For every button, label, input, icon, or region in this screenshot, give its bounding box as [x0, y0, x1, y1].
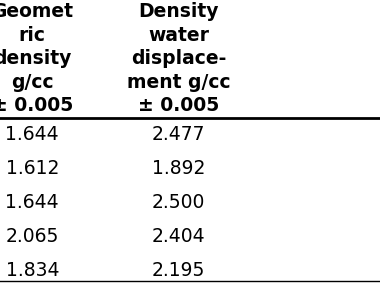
Text: 1.644: 1.644: [5, 193, 59, 212]
Text: 1.892: 1.892: [152, 159, 205, 178]
Text: 2.477: 2.477: [152, 125, 205, 144]
Text: 2.500: 2.500: [152, 193, 205, 212]
Text: Density
water
displace-
ment g/cc
± 0.005: Density water displace- ment g/cc ± 0.00…: [127, 2, 230, 115]
Text: 2.065: 2.065: [6, 227, 59, 246]
Text: 1.612: 1.612: [6, 159, 59, 178]
Text: 2.195: 2.195: [152, 261, 205, 280]
Text: 1.644: 1.644: [5, 125, 59, 144]
Text: 2.404: 2.404: [152, 227, 206, 246]
Text: Geomet
ric
density
g/cc
± 0.005: Geomet ric density g/cc ± 0.005: [0, 2, 73, 115]
Text: 1.834: 1.834: [6, 261, 59, 280]
